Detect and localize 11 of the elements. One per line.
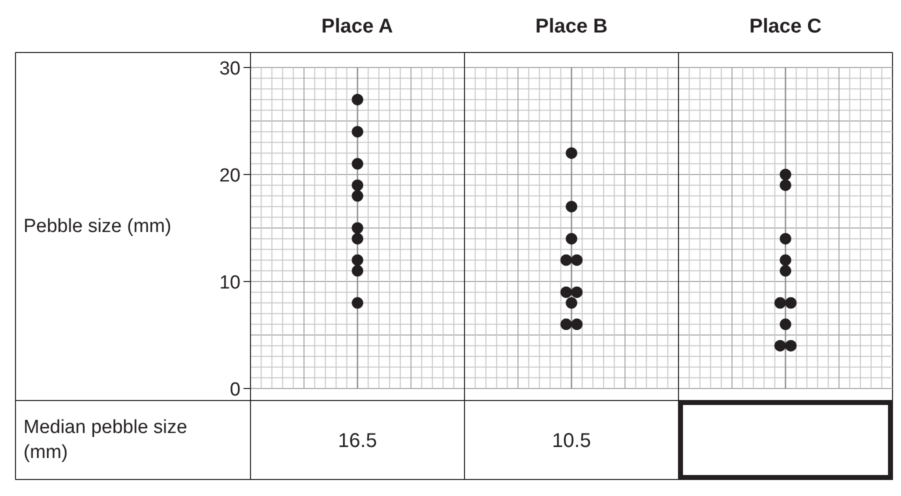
- x-tick-label: Place A: [321, 16, 393, 38]
- y-tick-label: 0: [230, 380, 241, 400]
- y-tick-label: 20: [219, 166, 241, 186]
- text: 16.5: [338, 430, 377, 452]
- x-tick-label: Place B: [535, 16, 608, 38]
- text: 10.5: [552, 430, 591, 452]
- text: Median pebble size (mm): [24, 416, 188, 464]
- y-axis-title: Pebble size (mm): [24, 216, 172, 237]
- y-tick-label: 10: [219, 272, 241, 294]
- y-tick-label: 30: [219, 58, 241, 80]
- x-tick-label: Place C: [749, 16, 822, 38]
